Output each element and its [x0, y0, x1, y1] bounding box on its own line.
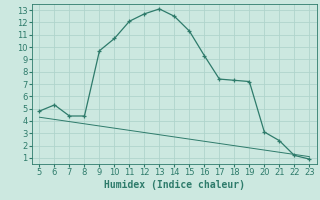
X-axis label: Humidex (Indice chaleur): Humidex (Indice chaleur) — [104, 180, 245, 190]
